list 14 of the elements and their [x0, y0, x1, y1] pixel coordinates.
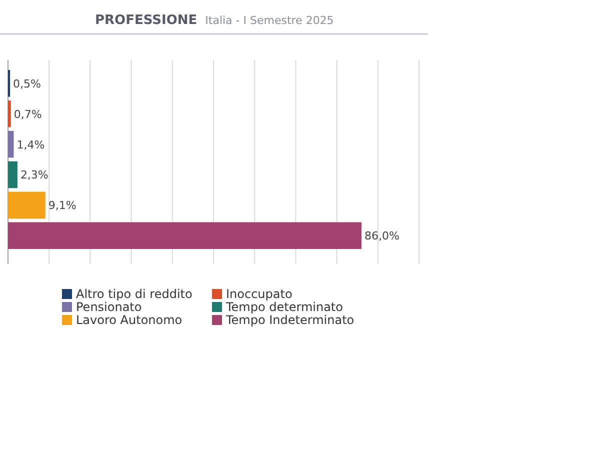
data-label: 0,5%: [13, 77, 42, 90]
legend-label: Pensionato: [76, 300, 142, 314]
data-label: 1,4%: [16, 138, 45, 152]
legend-label: Tempo Indeterminato: [225, 313, 354, 327]
legend-label: Tempo determinato: [225, 300, 343, 314]
legend-label: Inoccupato: [226, 287, 292, 301]
data-label: 86,0%: [364, 230, 400, 243]
legend-label: Lavoro Autonomo: [76, 313, 182, 327]
chart-title: PROFESSIONE: [95, 13, 198, 28]
data-label: 2,3%: [20, 168, 48, 182]
chart-subtitle: Italia - I Semestre 2025: [205, 14, 334, 27]
data-label: 9,1%: [48, 199, 76, 212]
data-label: 0,7%: [14, 108, 42, 121]
legend-label: Altro tipo di reddito: [76, 287, 192, 301]
